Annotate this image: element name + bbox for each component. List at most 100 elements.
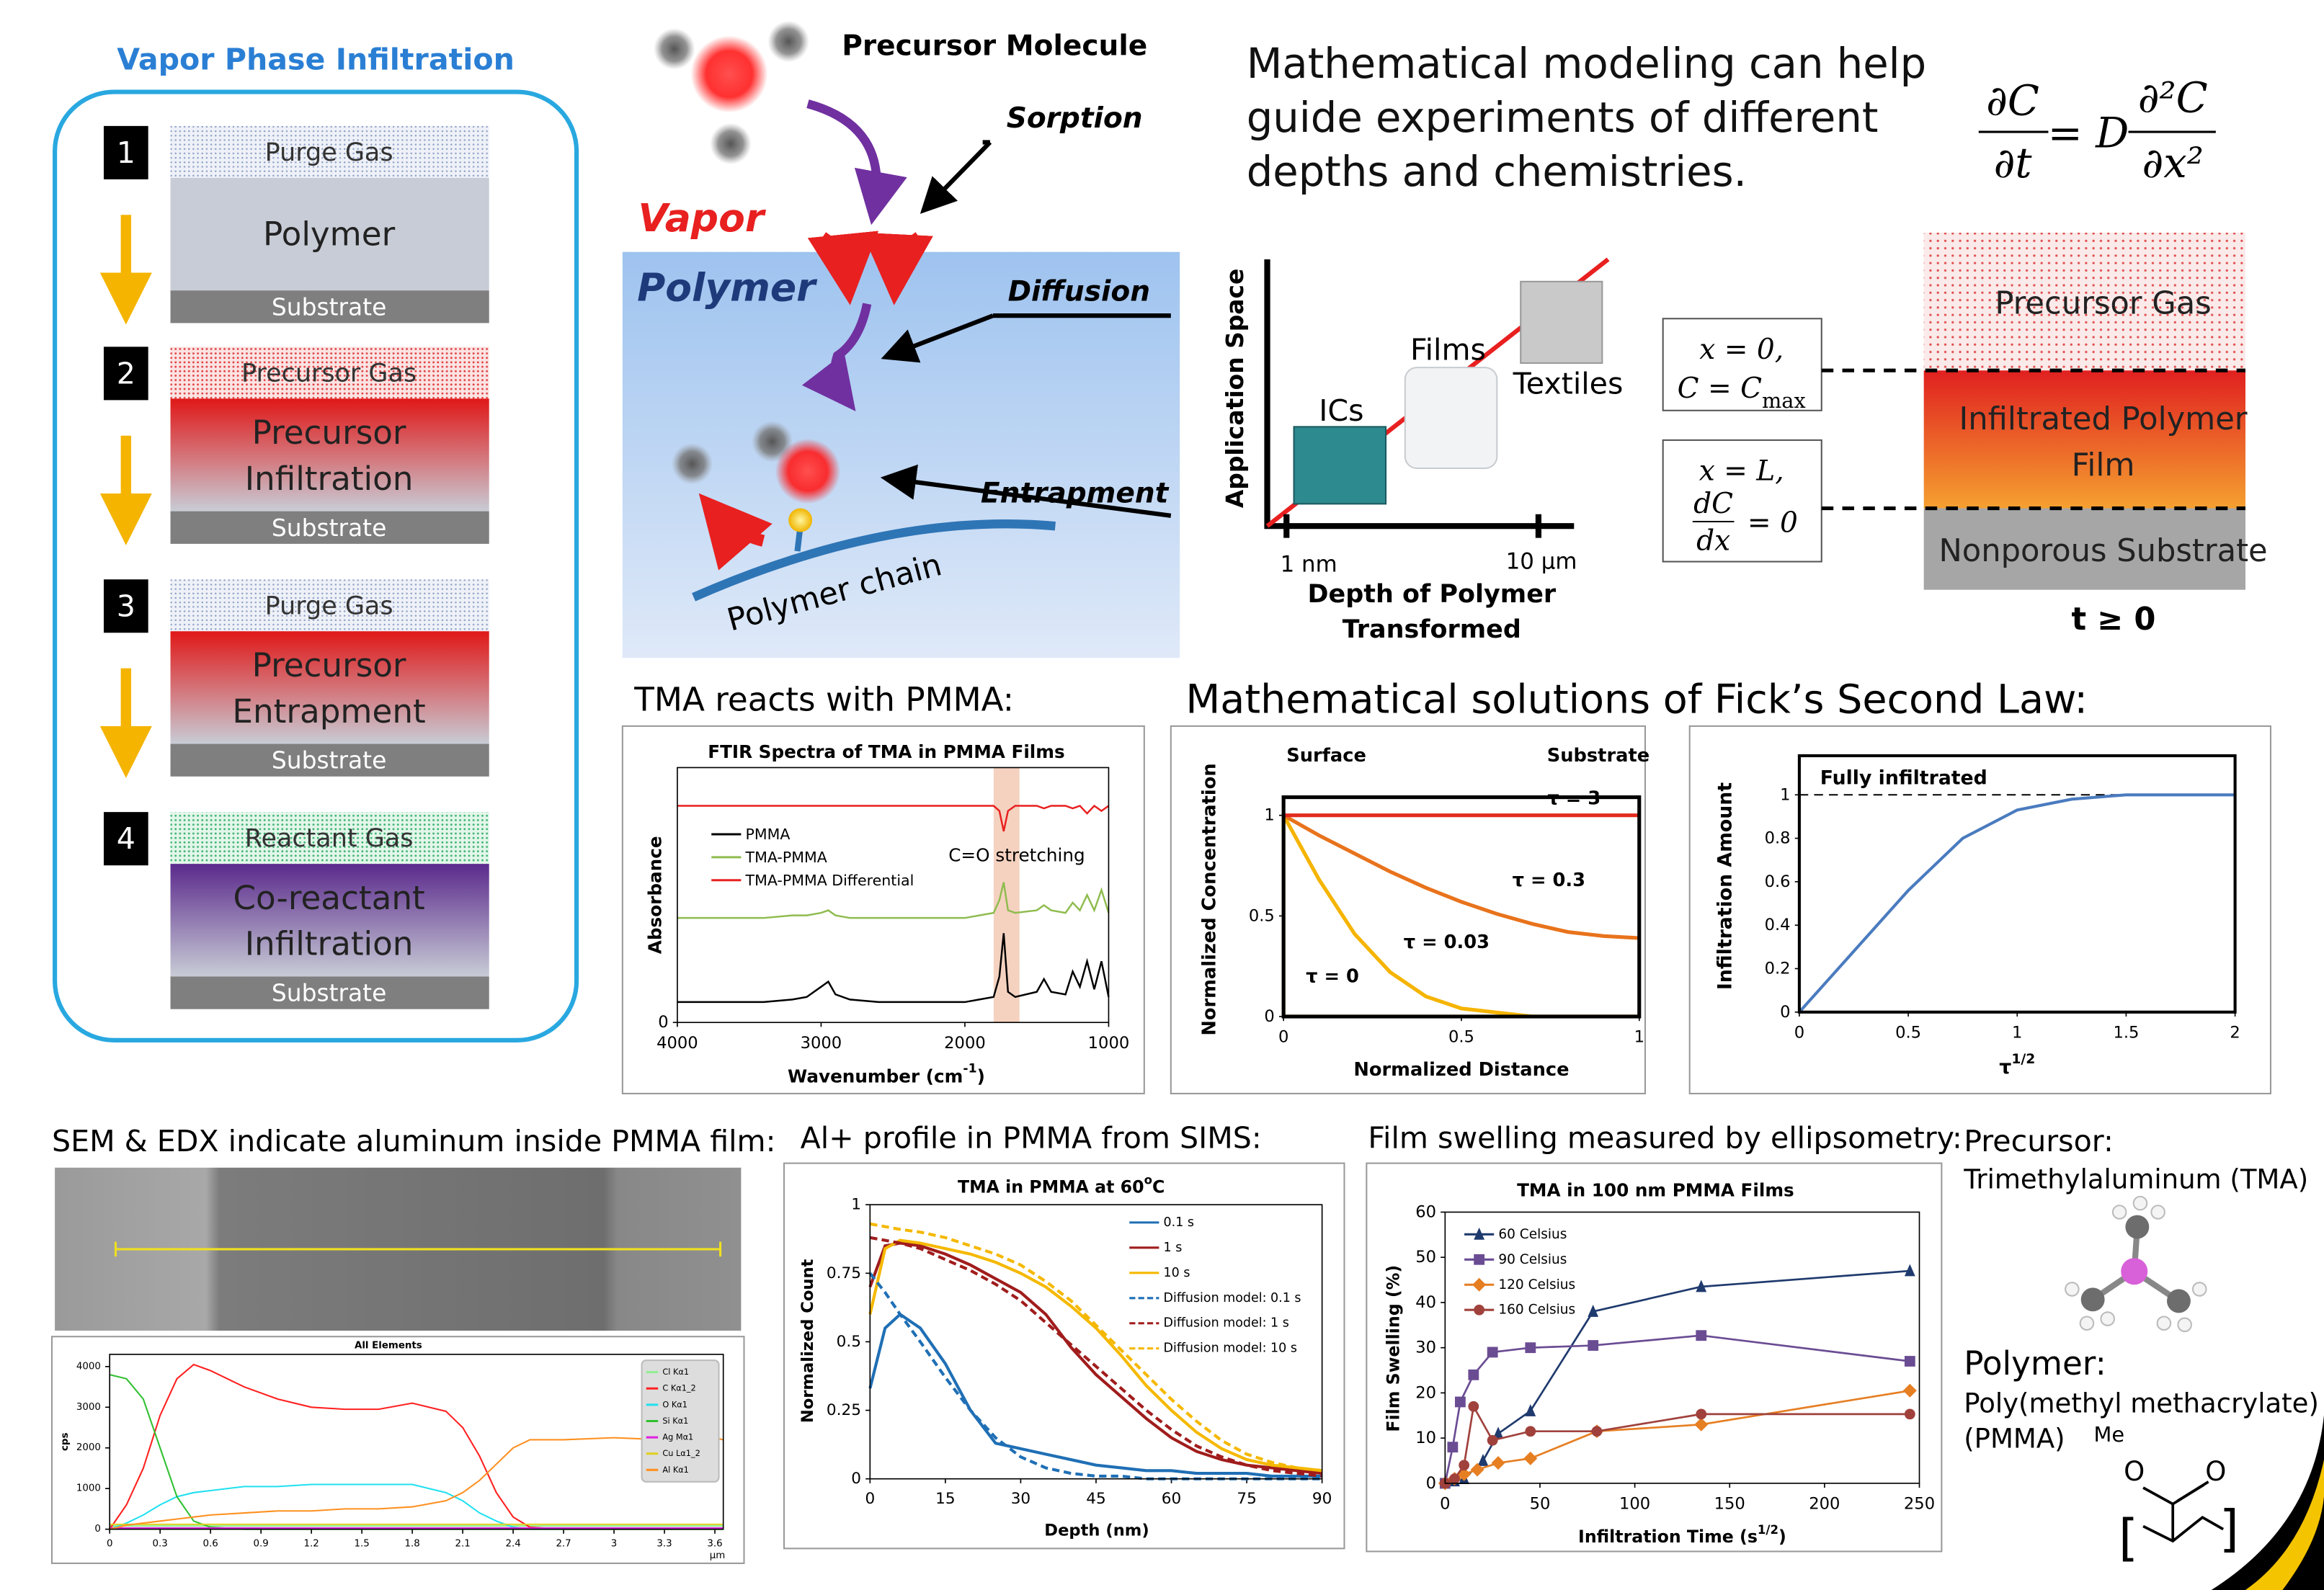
y-tick-label: 2000 [76, 1442, 101, 1453]
text-part: Normalized Distance [1353, 1059, 1569, 1081]
section-header: Film swelling measured by ellipsometry: [1368, 1121, 1962, 1156]
layer-label: Co-reactant [233, 879, 424, 917]
layer-label: Precursor [252, 646, 406, 684]
y-tick-label: 40 [1415, 1293, 1436, 1312]
y-tick-label: 0 [658, 1013, 668, 1032]
x-tick-label: 90 [1312, 1490, 1332, 1508]
y-tick-label: 0.8 [1765, 829, 1791, 848]
y-axis-label: Normalized Concentration [1198, 763, 1220, 1035]
x-tick-label: 100 [1619, 1494, 1650, 1513]
layer-label: Precursor Gas [1995, 286, 2211, 322]
data-point [1588, 1340, 1598, 1351]
gas-label: Precursor Gas [241, 359, 417, 388]
gas-label: Purge Gas [265, 138, 393, 167]
precursor-atom [775, 439, 840, 504]
y-tick-label: 0 [94, 1524, 101, 1535]
data-point [1525, 1342, 1536, 1353]
y-tick-label: 0 [1780, 1003, 1790, 1022]
structure-bracket: [ [2119, 1509, 2138, 1567]
mechanism-label: Diffusion [1008, 276, 1150, 308]
y-tick-label: 0 [851, 1470, 861, 1488]
text-part: Depth (nm) [1044, 1522, 1149, 1540]
data-point [1905, 1356, 1915, 1367]
x-tick-label: 3 [611, 1538, 618, 1549]
carbon-atom [2081, 1287, 2105, 1311]
x-tick-label: 2 [2230, 1023, 2240, 1042]
x-tick-label: 1.2 [304, 1538, 319, 1549]
legend-label: Diffusion model: 1 s [1164, 1316, 1289, 1331]
gas-label: Reactant Gas [245, 824, 414, 853]
panel-title: Vapor Phase Infiltration [117, 42, 515, 76]
x-tick-label: 1 [2012, 1023, 2022, 1042]
step-number: 2 [117, 356, 135, 390]
data-point [1449, 1473, 1460, 1484]
text-part: max [1762, 388, 1806, 413]
y-tick-label: 0.5 [1249, 906, 1275, 925]
time-label: t ≥ 0 [2071, 602, 2155, 638]
x-tick-label: 60 [1162, 1490, 1181, 1508]
superscript: 1/2 [2011, 1052, 2035, 1067]
step-number: 1 [117, 135, 135, 170]
chart-annotation: Fully infiltrated [1820, 767, 1987, 789]
y-axis-label: Absorbance [645, 836, 666, 954]
hydrogen-atom [2065, 1282, 2079, 1296]
data-point [1525, 1426, 1536, 1437]
chart-annotation: Substrate [1547, 745, 1649, 767]
hydrogen-atom [2080, 1316, 2094, 1330]
substrate-label: Substrate [272, 746, 386, 774]
x-tick-label: 200 [1809, 1494, 1840, 1513]
carbon-atom [2125, 1215, 2149, 1239]
x-tick-label: 3000 [801, 1034, 842, 1053]
x-axis-label: Wavenumber (cm-1) [788, 1061, 985, 1086]
hydrogen-atom [2101, 1312, 2114, 1326]
data-point [1487, 1435, 1498, 1446]
layer-label: Film [2072, 447, 2135, 483]
ligand-atom [654, 28, 695, 70]
step-number: 3 [117, 589, 135, 623]
layer-label: Nonporous Substrate [1938, 533, 2267, 569]
layer-label: Infiltration [245, 460, 414, 498]
legend-label: O Kα1 [662, 1400, 687, 1409]
layer-label: Polymer [263, 215, 396, 254]
film-region [1924, 370, 2245, 508]
y-tick-label: 10 [1415, 1429, 1436, 1447]
substrate-label: Substrate [272, 514, 386, 542]
legend-label: 60 Celsius [1498, 1227, 1567, 1242]
y-tick-label: 4000 [76, 1361, 101, 1372]
text-part: ) [1778, 1527, 1786, 1547]
material-name: (PMMA) [1964, 1424, 2065, 1455]
curve-label: τ = 3 [1547, 788, 1600, 810]
chart-title: FTIR Spectra of TMA in PMMA Films [708, 741, 1064, 761]
data-point [1905, 1408, 1915, 1419]
material-label: Polymer: [1964, 1344, 2106, 1383]
example-label: Textiles [1513, 367, 1624, 401]
axis-tick-label: 10 μm [1506, 549, 1577, 575]
text-part: C = C [1678, 372, 1762, 404]
chart-title: TMA in PMMA at 60oC [958, 1174, 1165, 1197]
legend-label: TMA-PMMA [745, 849, 827, 866]
x-tick-label: 1000 [1088, 1034, 1130, 1053]
legend-label: Ag Mα1 [662, 1433, 693, 1442]
legend-label: Cu Lα1_2 [662, 1449, 700, 1458]
legend-label: 160 Celsius [1498, 1303, 1575, 1318]
hydrogen-atom [2178, 1318, 2191, 1332]
x-tick-label: 50 [1530, 1494, 1551, 1513]
hydrogen-atom [2134, 1197, 2147, 1210]
x-tick-label: 2.4 [505, 1538, 520, 1549]
curve-label: τ = 0.03 [1404, 932, 1490, 953]
structure-label: Me [2093, 1422, 2124, 1447]
y-tick-label: 0.5 [837, 1333, 861, 1351]
axis-label: Application Space [1221, 269, 1249, 508]
step-number: 4 [117, 821, 135, 856]
data-point [1474, 1305, 1484, 1316]
legend-label: Si Kα1 [662, 1416, 688, 1426]
legend-label: 120 Celsius [1498, 1277, 1575, 1292]
legend-label: 10 s [1164, 1266, 1190, 1280]
curve-label: τ = 0 [1306, 965, 1359, 987]
legend-label: C Kα1_2 [662, 1384, 695, 1393]
text-part: C [1152, 1177, 1165, 1197]
y-tick-label: 50 [1415, 1248, 1436, 1267]
mechanism-label: Vapor [638, 195, 767, 241]
y-tick-label: 1 [1264, 806, 1274, 825]
boundary-condition: x = L, [1699, 455, 1784, 488]
